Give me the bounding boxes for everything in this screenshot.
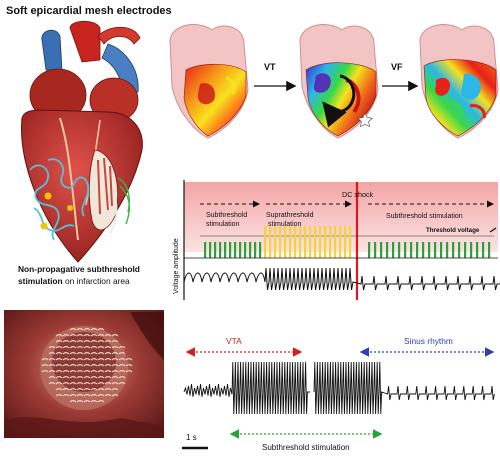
phase2-label: Suprathreshold stimulation <box>266 212 315 228</box>
sub-pulse <box>249 242 252 258</box>
sub-pulse <box>219 242 222 258</box>
supra-pulse <box>339 226 342 258</box>
sub-pulse <box>482 242 485 258</box>
sub-pulse <box>214 242 217 258</box>
sub-pulse <box>254 242 257 258</box>
caption: Non-propagative subthreshold stimulation… <box>18 264 142 286</box>
sub-pulse <box>392 242 395 258</box>
caption-bold-2: stimulation <box>18 276 63 286</box>
supra-pulse <box>264 226 267 258</box>
sub-pulse <box>368 242 371 258</box>
reentry-arrow-icon <box>322 74 356 128</box>
y-axis-label: Voltage amplitude <box>173 238 180 294</box>
sub-pulse <box>404 242 407 258</box>
sub-pulse <box>488 242 491 258</box>
sub-pulse <box>209 242 212 258</box>
sub-pulse <box>204 242 207 258</box>
sub-pulse <box>234 242 237 258</box>
ecg-trace-bottom <box>183 361 495 415</box>
supra-pulse <box>279 226 282 258</box>
supra-pulse <box>329 226 332 258</box>
figure-title: Soft epicardial mesh electrodes <box>6 5 172 17</box>
supra-pulse <box>274 226 277 258</box>
sub-pulse <box>440 242 443 258</box>
supra-pulse <box>284 226 287 258</box>
threshold-label: Threshold voltage <box>426 227 480 234</box>
heart-map-3 <box>419 24 499 139</box>
supra-pulse <box>304 226 307 258</box>
sub-pulse <box>239 242 242 258</box>
sub-pulse <box>416 242 419 258</box>
supra-pulse <box>349 226 352 258</box>
sub-pulse <box>380 242 383 258</box>
sub-pulse <box>410 242 413 258</box>
sub-pulse <box>434 242 437 258</box>
supra-pulse <box>294 226 297 258</box>
dc-shock-label: DC shock <box>342 190 374 199</box>
supra-pulse <box>299 226 302 258</box>
caption-bold: Non-propagative subthreshold <box>18 264 140 274</box>
phase1-line1: Subthreshold <box>206 212 247 219</box>
ecg-trace-top <box>183 267 500 291</box>
vta-label: VTA <box>226 336 242 346</box>
stimulation-pulses <box>204 226 491 258</box>
sub-pulse <box>464 242 467 258</box>
supra-pulse <box>269 226 272 258</box>
star-icon <box>357 112 373 128</box>
supra-pulse <box>309 226 312 258</box>
sub-pulse <box>476 242 479 258</box>
phase2-line1: Suprathreshold <box>266 212 314 219</box>
sub-pulse <box>452 242 455 258</box>
protocol-panel: Voltage amplitude DC shock Subthreshold … <box>173 180 500 300</box>
supra-pulse <box>319 226 322 258</box>
sub-stim-label: Subthreshold stimulation <box>262 443 350 452</box>
surgical-photo <box>4 310 164 438</box>
phase1-label: Subthreshold stimulation <box>206 212 249 228</box>
label-vf: VF <box>391 62 403 72</box>
sub-pulse <box>244 242 247 258</box>
sub-pulse <box>446 242 449 258</box>
sub-pulse <box>422 242 425 258</box>
phase3-label: Subthreshold stimulation <box>386 213 463 220</box>
sub-pulse <box>458 242 461 258</box>
label-vt: VT <box>264 62 276 72</box>
caption-rest: on infarction area <box>63 276 130 286</box>
sub-pulse <box>229 242 232 258</box>
activation-maps: VT VF <box>169 24 499 139</box>
supra-pulse <box>289 226 292 258</box>
heart-map-2 <box>299 24 379 139</box>
supra-pulse <box>324 226 327 258</box>
sub-pulse <box>259 242 262 258</box>
supra-pulse <box>314 226 317 258</box>
supra-pulse <box>344 226 347 258</box>
phase2-line2: stimulation <box>268 221 302 228</box>
sub-pulse <box>470 242 473 258</box>
heart-map-1 <box>169 24 249 139</box>
sub-pulse <box>398 242 401 258</box>
sub-pulse <box>374 242 377 258</box>
scale-label: 1 s <box>186 433 197 442</box>
sub-pulse <box>386 242 389 258</box>
sub-pulse <box>428 242 431 258</box>
supra-pulse <box>334 226 337 258</box>
phase1-line2: stimulation <box>206 221 240 228</box>
sub-pulse <box>224 242 227 258</box>
sinus-label: Sinus rhythm <box>404 336 453 346</box>
ecg-panel: VTA Sinus rhythm 1 s Subthreshold stimul… <box>182 336 495 452</box>
heart-illustration: Soft epicardial mesh electrodes <box>6 5 172 263</box>
mesh-electrode-photo <box>41 327 133 403</box>
